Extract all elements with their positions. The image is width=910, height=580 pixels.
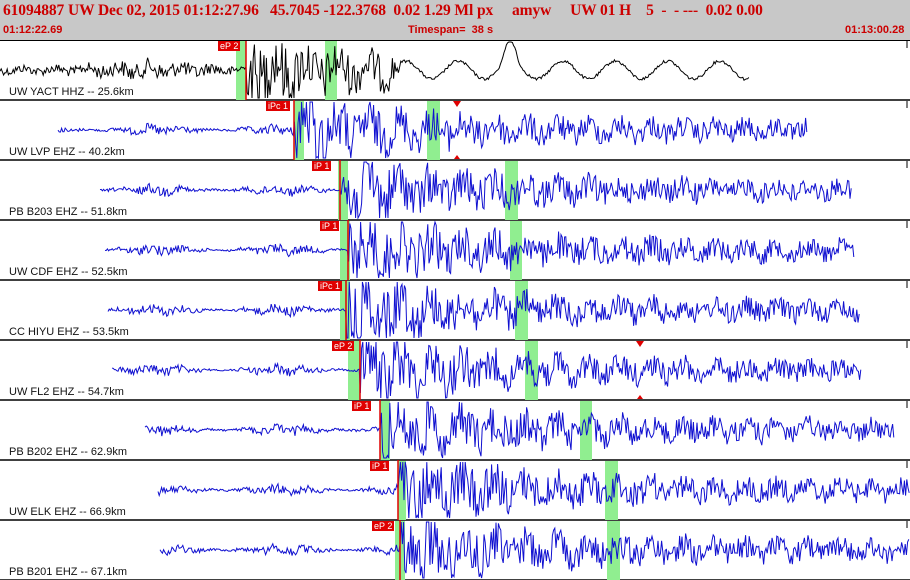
phase-window[interactable] [605,461,618,520]
marker-icon[interactable] [454,155,460,159]
marker-icon[interactable] [636,341,644,347]
station-label: UW YACT HHZ -- 25.6km [9,86,134,98]
end-time: 01:13:00.28 [845,24,905,36]
pick-label[interactable]: eP 2 [218,41,241,51]
pick-label[interactable]: eP 2 [332,341,355,351]
station-label: PB B201 EHZ -- 67.1km [9,566,127,578]
start-time: 01:12:22.69 [3,24,63,36]
station-label: PB B203 EHZ -- 51.8km [9,206,127,218]
waveform-trace[interactable] [159,521,910,579]
seismogram-panel[interactable] [0,40,910,580]
pick-label[interactable]: iPc 1 [318,281,343,291]
station-label: UW LVP EHZ -- 40.2km [9,146,125,158]
pick-label[interactable]: iP 1 [352,401,372,411]
marker-icon[interactable] [453,101,461,107]
phase-window[interactable] [236,41,246,100]
phase-window[interactable] [607,521,620,580]
marker-icon[interactable] [637,395,643,399]
header-bar: 61094887 UW Dec 02, 2015 01:12:27.96 45.… [0,0,910,40]
waveform-trace[interactable] [104,220,855,279]
event-title: 61094887 UW Dec 02, 2015 01:12:27.96 45.… [3,2,763,19]
pick-label[interactable]: iP 1 [370,461,390,471]
pick-label[interactable]: iPc 1 [266,101,291,111]
phase-window[interactable] [398,461,406,520]
station-label: CC HIYU EHZ -- 53.5km [9,326,129,338]
phase-window[interactable] [294,101,304,160]
station-label: UW FL2 EHZ -- 54.7km [9,386,124,398]
waveform-trace[interactable] [0,41,750,99]
waveform-trace[interactable] [99,161,852,220]
pick-label[interactable]: iP 1 [312,161,332,171]
timespan: Timespan= 38 s [408,24,494,36]
waveform-trace[interactable] [157,461,910,519]
station-label: PB B202 EHZ -- 62.9km [9,446,127,458]
station-label: UW CDF EHZ -- 52.5km [9,266,128,278]
phase-window[interactable] [380,401,390,460]
pick-label[interactable]: eP 2 [372,521,395,531]
station-label: UW ELK EHZ -- 66.9km [9,506,126,518]
pick-label[interactable]: iP 1 [320,221,340,231]
waveform-trace[interactable] [57,101,808,160]
waveform-trace[interactable] [111,341,862,399]
waveform-trace[interactable] [144,401,895,459]
waveform-trace[interactable] [107,281,860,339]
phase-window[interactable] [338,161,348,220]
phase-window[interactable] [340,221,350,280]
